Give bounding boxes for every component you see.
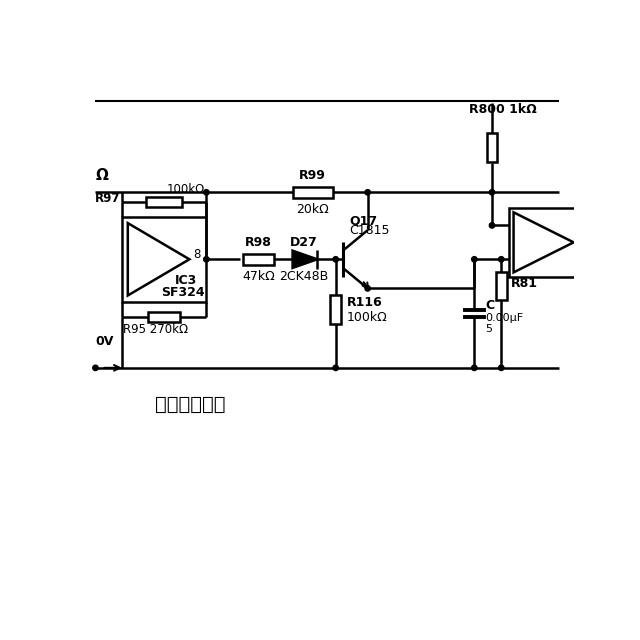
Polygon shape <box>292 251 317 268</box>
Text: +: + <box>130 234 144 252</box>
Circle shape <box>490 223 495 228</box>
Text: 100kΩ: 100kΩ <box>346 311 387 324</box>
Text: 47kΩ: 47kΩ <box>243 269 275 283</box>
Text: 20kΩ: 20kΩ <box>296 203 329 216</box>
Circle shape <box>204 189 209 195</box>
Bar <box>148 312 180 322</box>
Text: 0.00μF: 0.00μF <box>485 313 524 323</box>
Text: −: − <box>516 249 529 264</box>
Text: C: C <box>152 249 162 263</box>
Circle shape <box>490 189 495 195</box>
Bar <box>496 273 507 300</box>
Text: R116: R116 <box>346 296 382 308</box>
Text: 5: 5 <box>485 324 492 334</box>
Text: 13: 13 <box>511 252 526 265</box>
Circle shape <box>499 257 504 262</box>
Text: Q17: Q17 <box>349 214 378 227</box>
Polygon shape <box>513 212 573 273</box>
Circle shape <box>472 365 477 371</box>
Text: Ω: Ω <box>95 168 108 183</box>
Bar <box>486 133 497 163</box>
Bar <box>243 254 274 265</box>
Text: SF324: SF324 <box>161 286 205 299</box>
Circle shape <box>333 257 339 262</box>
Text: 8: 8 <box>193 248 200 261</box>
Text: R98: R98 <box>245 236 272 249</box>
Bar <box>292 187 333 198</box>
Circle shape <box>499 365 504 371</box>
Text: 2CK48B: 2CK48B <box>279 269 328 283</box>
Text: 100kΩ: 100kΩ <box>166 182 205 196</box>
Text: R95 270kΩ: R95 270kΩ <box>123 323 188 336</box>
Text: R81: R81 <box>511 276 538 290</box>
Circle shape <box>204 257 209 262</box>
Circle shape <box>472 257 477 262</box>
Text: D27: D27 <box>289 236 317 249</box>
Text: −: − <box>130 268 144 285</box>
Bar <box>147 196 182 207</box>
Polygon shape <box>128 223 189 296</box>
Circle shape <box>365 189 371 195</box>
Text: +: + <box>516 221 529 236</box>
Circle shape <box>333 365 339 371</box>
Bar <box>122 217 206 301</box>
Text: R800 1kΩ: R800 1kΩ <box>469 102 537 116</box>
Text: C: C <box>485 300 494 312</box>
Text: R97: R97 <box>95 192 120 205</box>
Text: 声音报警信号: 声音报警信号 <box>155 394 225 413</box>
Text: IC3: IC3 <box>175 275 196 287</box>
Circle shape <box>365 285 371 291</box>
Text: C1815: C1815 <box>349 223 390 237</box>
Text: 0V: 0V <box>95 335 114 348</box>
Text: R99: R99 <box>299 169 326 182</box>
Bar <box>330 295 341 324</box>
Text: 12: 12 <box>511 218 526 231</box>
Circle shape <box>93 365 98 371</box>
Bar <box>509 208 579 277</box>
